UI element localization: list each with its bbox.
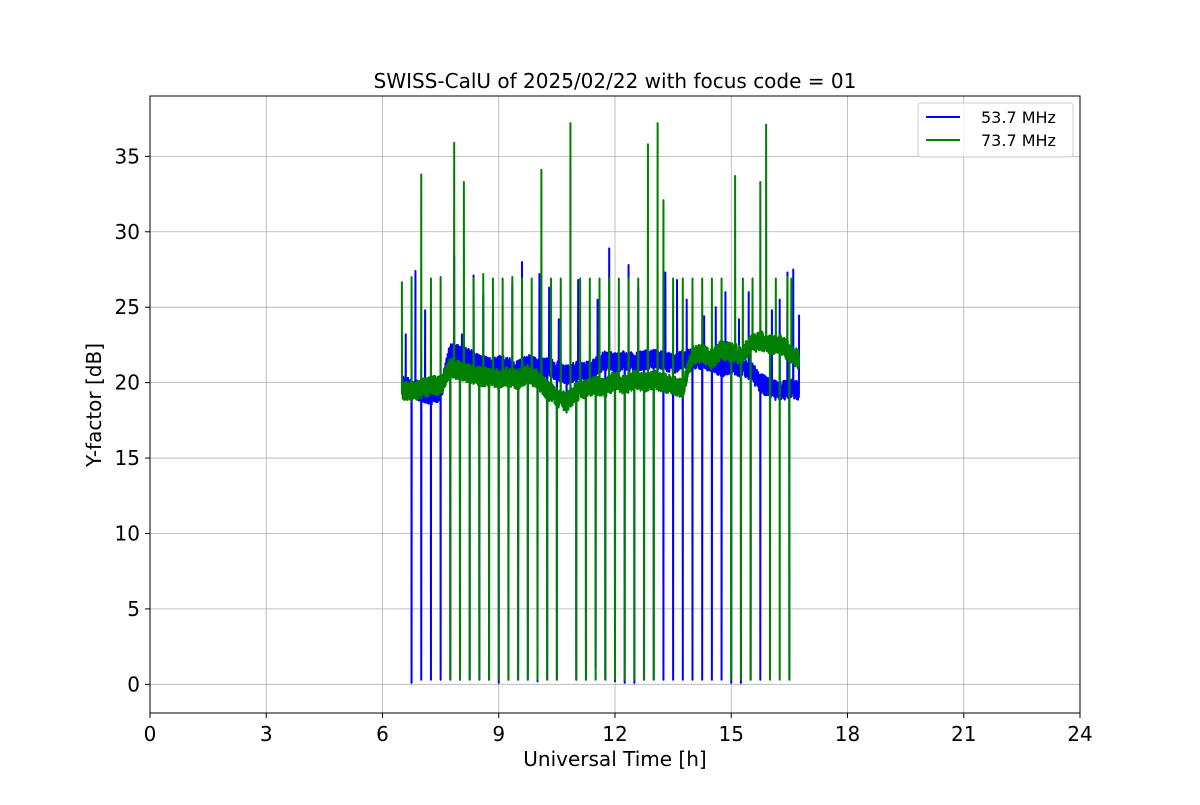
x-tick-label: 9	[492, 722, 505, 746]
y-axis-label: Y-factor [dB]	[82, 343, 106, 468]
x-tick-label: 0	[144, 722, 157, 746]
y-tick-label: 0	[127, 672, 140, 696]
y-tick-label: 20	[115, 371, 140, 395]
y-tick-label: 10	[115, 521, 140, 545]
y-tick-label: 5	[127, 597, 140, 621]
legend-label-53-7-mhz: 53.7 MHz	[981, 108, 1056, 127]
chart-title: SWISS-CalU of 2025/02/22 with focus code…	[374, 69, 857, 93]
x-axis-label: Universal Time [h]	[523, 747, 706, 771]
legend-label-73-7-mhz: 73.7 MHz	[981, 131, 1056, 150]
y-tick-label: 30	[115, 220, 140, 244]
legend: 53.7 MHz 73.7 MHz	[917, 102, 1074, 158]
x-tick-label: 3	[260, 722, 273, 746]
x-tick-label: 24	[1067, 722, 1092, 746]
x-tick-label: 15	[719, 722, 744, 746]
x-tick-label: 18	[835, 722, 860, 746]
y-tick-label: 15	[115, 446, 140, 470]
y-tick-label: 25	[115, 295, 140, 319]
x-tick-label: 12	[602, 722, 627, 746]
y-tick-label: 35	[115, 144, 140, 168]
series-line-73-7-mhz	[400, 122, 801, 681]
tick-layer: 0 3 6 9 12 15 18 21 24 0 5 10 15 20 25 30 35	[115, 144, 1093, 746]
series-layer	[400, 122, 801, 684]
x-tick-label: 21	[951, 722, 976, 746]
x-tick-label: 6	[376, 722, 389, 746]
